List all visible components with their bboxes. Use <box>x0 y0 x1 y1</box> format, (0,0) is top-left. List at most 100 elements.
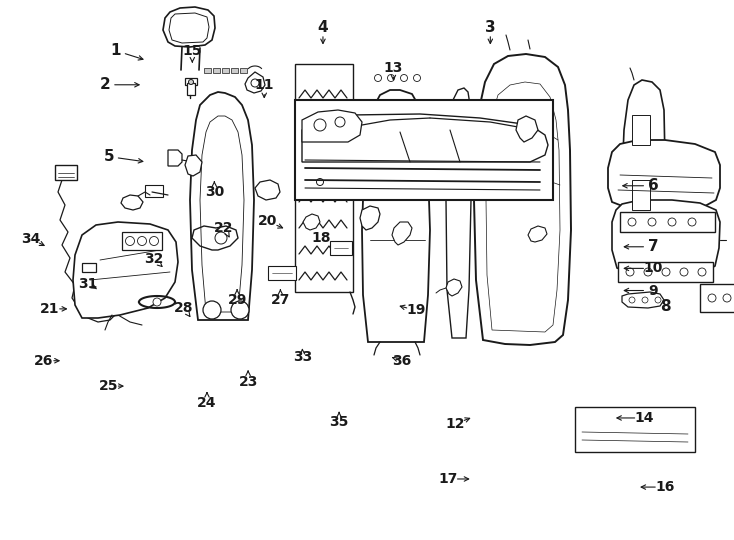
Polygon shape <box>612 200 720 275</box>
Text: 12: 12 <box>446 417 465 431</box>
Text: 10: 10 <box>644 261 663 275</box>
Bar <box>268 266 296 280</box>
Circle shape <box>231 301 249 319</box>
Circle shape <box>316 179 324 186</box>
Text: 34: 34 <box>21 232 40 246</box>
Circle shape <box>335 117 345 127</box>
Circle shape <box>644 268 652 276</box>
Circle shape <box>203 301 221 319</box>
Polygon shape <box>121 195 143 210</box>
Text: 28: 28 <box>174 301 193 315</box>
Circle shape <box>137 237 147 246</box>
Circle shape <box>662 268 670 276</box>
Polygon shape <box>622 80 665 272</box>
Bar <box>222 68 229 73</box>
Circle shape <box>388 75 394 82</box>
Polygon shape <box>73 222 178 318</box>
Circle shape <box>680 268 688 276</box>
Circle shape <box>698 268 706 276</box>
Text: 22: 22 <box>214 221 233 235</box>
Polygon shape <box>245 72 265 93</box>
Polygon shape <box>446 88 471 338</box>
Polygon shape <box>528 226 547 242</box>
Polygon shape <box>516 116 538 142</box>
Circle shape <box>668 218 676 226</box>
Circle shape <box>413 75 421 82</box>
Text: 30: 30 <box>205 185 224 199</box>
Circle shape <box>215 232 227 244</box>
Text: 3: 3 <box>485 19 495 35</box>
Text: 4: 4 <box>318 19 328 35</box>
Bar <box>187 83 195 95</box>
Bar <box>632 115 650 145</box>
Polygon shape <box>360 206 380 230</box>
Text: 21: 21 <box>40 302 59 316</box>
Polygon shape <box>303 214 320 230</box>
Circle shape <box>628 218 636 226</box>
Text: 2: 2 <box>100 77 110 92</box>
Circle shape <box>642 297 648 303</box>
Bar <box>122 232 162 250</box>
Text: 19: 19 <box>407 303 426 318</box>
Bar <box>240 68 247 73</box>
Bar <box>55 165 77 180</box>
Bar <box>632 180 650 210</box>
Circle shape <box>401 75 407 82</box>
Polygon shape <box>392 222 412 245</box>
Circle shape <box>629 297 635 303</box>
Text: 26: 26 <box>34 354 54 368</box>
Bar <box>231 68 238 73</box>
Text: 15: 15 <box>183 44 202 58</box>
Text: 5: 5 <box>103 149 114 164</box>
Bar <box>618 262 713 282</box>
Bar <box>700 284 734 312</box>
Text: 23: 23 <box>239 375 258 389</box>
Circle shape <box>251 79 259 87</box>
Bar <box>295 64 353 292</box>
Polygon shape <box>302 110 362 142</box>
Bar <box>455 155 465 180</box>
Polygon shape <box>298 164 322 186</box>
Text: 13: 13 <box>384 60 403 75</box>
Polygon shape <box>622 292 664 308</box>
Text: 7: 7 <box>648 239 658 254</box>
Bar <box>185 78 197 85</box>
Circle shape <box>189 79 194 84</box>
Text: 24: 24 <box>197 396 217 410</box>
Polygon shape <box>362 90 430 342</box>
Polygon shape <box>302 114 548 162</box>
Bar <box>145 185 163 197</box>
Text: 8: 8 <box>660 299 670 314</box>
Text: 9: 9 <box>648 284 658 298</box>
Circle shape <box>648 218 656 226</box>
Text: 17: 17 <box>438 472 457 486</box>
Text: 16: 16 <box>655 480 675 494</box>
Text: 31: 31 <box>79 276 98 291</box>
Circle shape <box>314 119 326 131</box>
Circle shape <box>150 237 159 246</box>
Polygon shape <box>168 150 182 166</box>
Bar <box>330 241 352 255</box>
Circle shape <box>374 75 382 82</box>
Text: 1: 1 <box>111 43 121 58</box>
Bar <box>620 212 715 232</box>
Polygon shape <box>255 180 280 200</box>
Polygon shape <box>192 226 238 250</box>
Text: 36: 36 <box>393 354 412 368</box>
Text: 25: 25 <box>99 379 118 393</box>
Text: 35: 35 <box>330 415 349 429</box>
Bar <box>295 100 553 200</box>
Circle shape <box>454 114 466 126</box>
Text: 6: 6 <box>648 178 658 193</box>
Circle shape <box>626 268 634 276</box>
Text: 32: 32 <box>145 252 164 266</box>
Bar <box>82 263 96 272</box>
Polygon shape <box>163 7 215 47</box>
Text: 18: 18 <box>311 231 330 245</box>
Polygon shape <box>446 279 462 296</box>
Polygon shape <box>474 54 571 345</box>
Circle shape <box>708 294 716 302</box>
Circle shape <box>126 237 134 246</box>
Circle shape <box>153 298 161 306</box>
Circle shape <box>655 297 661 303</box>
